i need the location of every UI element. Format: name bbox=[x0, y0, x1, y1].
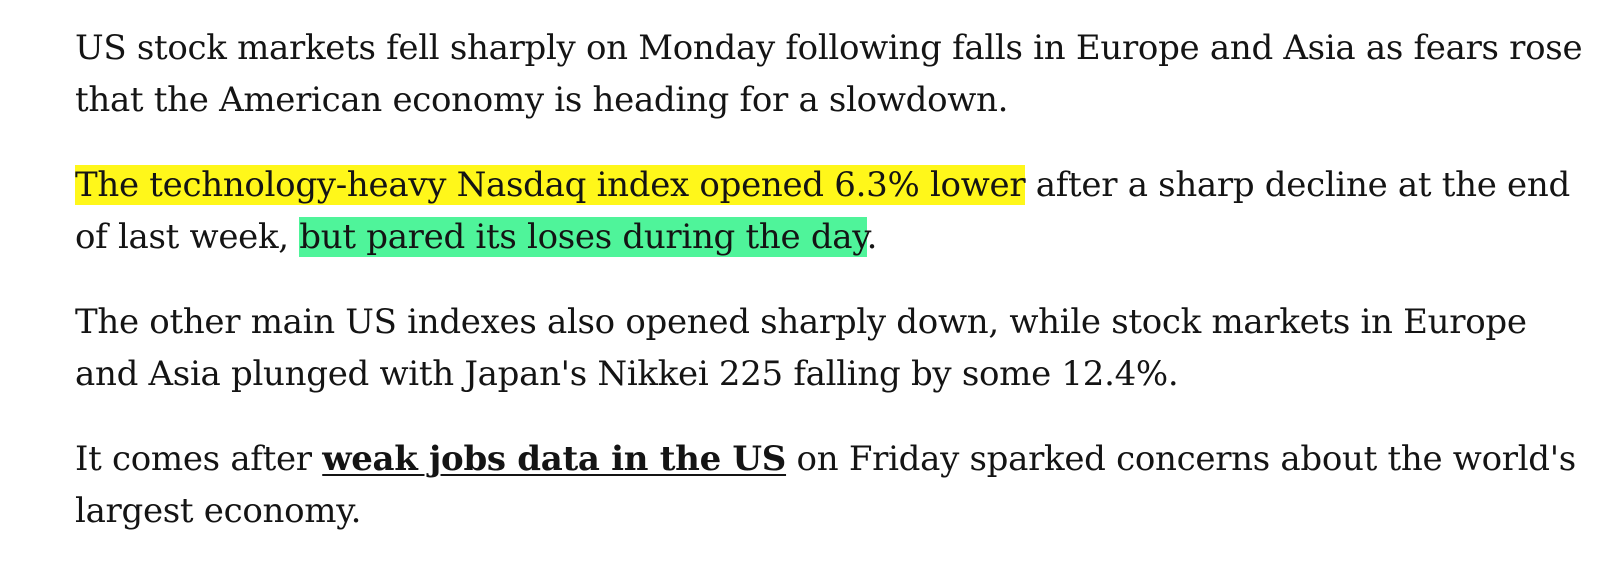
paragraph-3: The other main US indexes also opened sh… bbox=[75, 296, 1595, 400]
paragraph-4-text-a: It comes after bbox=[75, 439, 323, 479]
paragraph-2-text-b: . bbox=[866, 217, 878, 257]
paragraph-2-text-a: after a sharp decline at the end of last… bbox=[75, 165, 1570, 257]
article-body: US stock markets fell sharply on Monday … bbox=[75, 22, 1595, 570]
paragraph-1-text: US stock markets fell sharply on Monday … bbox=[75, 28, 1583, 120]
highlight-green: but pared its loses during the day bbox=[299, 217, 867, 257]
paragraph-1: US stock markets fell sharply on Monday … bbox=[75, 22, 1595, 126]
paragraph-2: The technology-heavy Nasdaq index opened… bbox=[75, 159, 1595, 263]
weak-jobs-data-link[interactable]: weak jobs data in the US bbox=[322, 439, 787, 479]
paragraph-3-text: The other main US indexes also opened sh… bbox=[75, 302, 1527, 394]
highlight-yellow: The technology-heavy Nasdaq index opened… bbox=[75, 165, 1026, 205]
paragraph-4-text-b: on Friday sparked concerns about the wor… bbox=[75, 439, 1576, 531]
paragraph-4: It comes after weak jobs data in the US … bbox=[75, 433, 1595, 537]
